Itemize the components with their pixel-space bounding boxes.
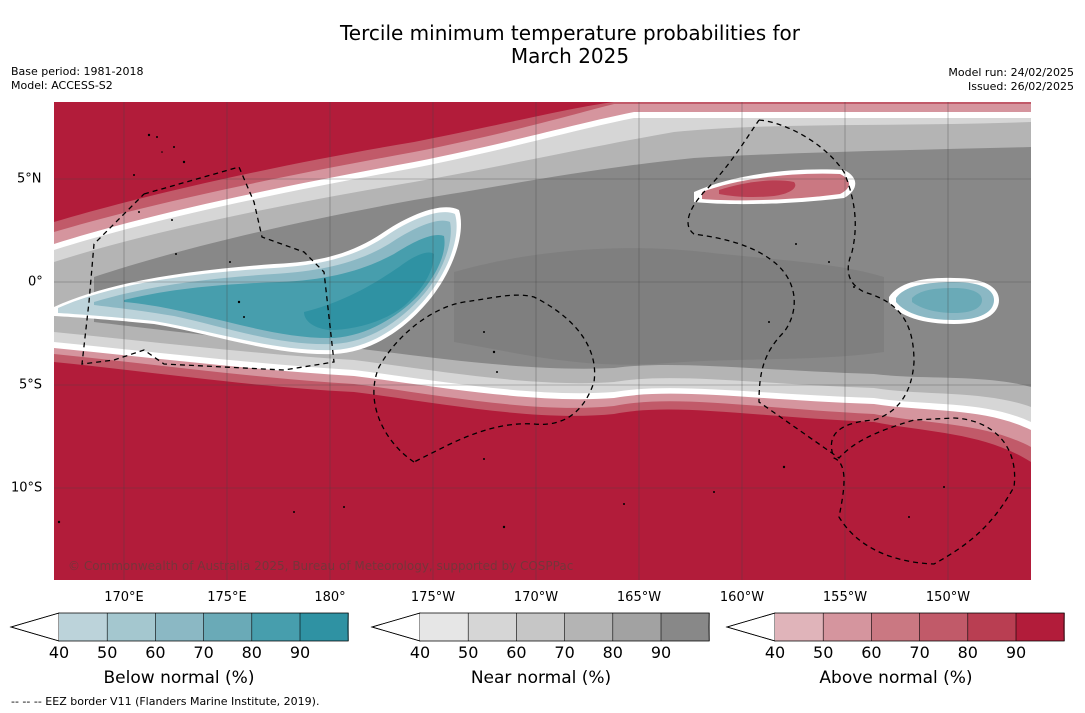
colorbar-segment (1016, 613, 1065, 641)
colorbar-tick-label: 80 (602, 643, 623, 662)
lon-label-165w: 165°W (616, 590, 662, 605)
eez-borders (81, 119, 1016, 565)
lat-label-5s: 5°S (19, 377, 43, 393)
model-run: Model run: 24/02/2025 (948, 66, 1074, 79)
lon-label-175w: 175°W (410, 590, 456, 605)
colorbar-outline (9, 612, 349, 642)
colorbars (9, 612, 1065, 642)
probability-map (54, 102, 1031, 580)
colorbar-tick-label: 90 (1005, 643, 1027, 662)
colorbar-tick-label: 90 (650, 643, 672, 662)
colorbar-segment (967, 613, 1017, 641)
near-normal-90-region (454, 248, 884, 365)
colorbar-tick-label: 80 (957, 643, 978, 662)
lat-label-0: 0° (28, 274, 43, 290)
colorbar-tick-label: 70 (193, 643, 214, 662)
colorbar-near-normal (370, 612, 710, 642)
colorbar-segment (251, 613, 301, 641)
colorbar-segment (107, 613, 156, 641)
lon-label-170e: 170°E (104, 590, 144, 605)
colorbar-tick-label: 40 (409, 643, 431, 662)
colorbar-tick-label: 90 (289, 643, 311, 662)
colorbar-tick-label: 70 (909, 643, 930, 662)
below-normal-90-west (304, 252, 434, 330)
colorbar-tick-label: 40 (48, 643, 70, 662)
lon-label-175e: 175°E (207, 590, 247, 605)
colorbar-tick-label: 50 (813, 643, 834, 662)
colorbar-tick-label: 60 (861, 643, 882, 662)
colorbar-title-below: Below normal (%) (103, 668, 255, 688)
colorbar-below-normal (9, 612, 349, 642)
title-line-2: March 2025 (510, 44, 630, 68)
colorbar-segment (155, 613, 205, 641)
colorbar-under-extension (9, 612, 60, 642)
meta-left: Base period: 1981-2018 Model: ACCESS-S2 (11, 65, 143, 93)
colorbar-tick-label: 50 (97, 643, 118, 662)
colorbar-outline (725, 612, 1065, 642)
colorbar-tick-label: 70 (554, 643, 575, 662)
below-normal-70-east (912, 288, 982, 313)
colorbar-segment (564, 613, 614, 641)
title-line-1: Tercile minimum temperature probabilitie… (339, 21, 801, 45)
colorbar-tick-label: 50 (458, 643, 479, 662)
copyright-notice: © Commonwealth of Australia 2025, Bureau… (68, 559, 574, 573)
islands (57, 133, 945, 529)
colorbar-segment (775, 613, 824, 641)
lon-label-170w: 170°W (513, 590, 559, 605)
graticule (54, 102, 1031, 580)
lon-label-150w: 150°W (925, 590, 971, 605)
colorbar-tick-label: 40 (764, 643, 786, 662)
colorbar-under-extension (370, 612, 421, 642)
colorbar-segment (420, 613, 469, 641)
meta-right: Model run: 24/02/2025 Issued: 26/02/2025 (948, 66, 1074, 94)
colorbar-outline (370, 612, 710, 642)
colorbar-tick-label: 60 (506, 643, 527, 662)
model-name: Model: ACCESS-S2 (11, 79, 113, 92)
lat-label-10s: 10°S (11, 480, 43, 496)
colorbar-segment (919, 613, 969, 641)
colorbar-tick-label: 60 (145, 643, 166, 662)
lon-label-180: 180° (314, 590, 346, 605)
base-period: Base period: 1981-2018 (11, 65, 144, 78)
colorbar-title-near: Near normal (%) (470, 668, 612, 688)
colorbar-segment (59, 613, 108, 641)
colorbar-segment (823, 613, 872, 641)
colorbar-under-extension (725, 612, 776, 642)
lon-label-155w: 155°W (822, 590, 868, 605)
above-normal-patch-north-core (719, 180, 796, 198)
colorbar-segment (468, 613, 517, 641)
colorbar-segment (612, 613, 662, 641)
colorbar-above-normal (725, 612, 1065, 642)
lat-label-5n: 5°N (17, 171, 42, 187)
lon-label-160w: 160°W (719, 590, 765, 605)
colorbar-segment (661, 613, 710, 641)
issued-date: Issued: 26/02/2025 (967, 80, 1074, 93)
colorbar-segment (203, 613, 253, 641)
colorbar-title-above: Above normal (%) (819, 668, 973, 688)
map-title: Tercile minimum temperature probabilitie… (0, 22, 1085, 68)
colorbar-segment (516, 613, 566, 641)
colorbar-tick-label: 80 (241, 643, 262, 662)
eez-footnote: -- -- -- EEZ border V11 (Flanders Marine… (11, 695, 320, 708)
colorbar-segment (871, 613, 921, 641)
colorbar-segment (300, 613, 349, 641)
